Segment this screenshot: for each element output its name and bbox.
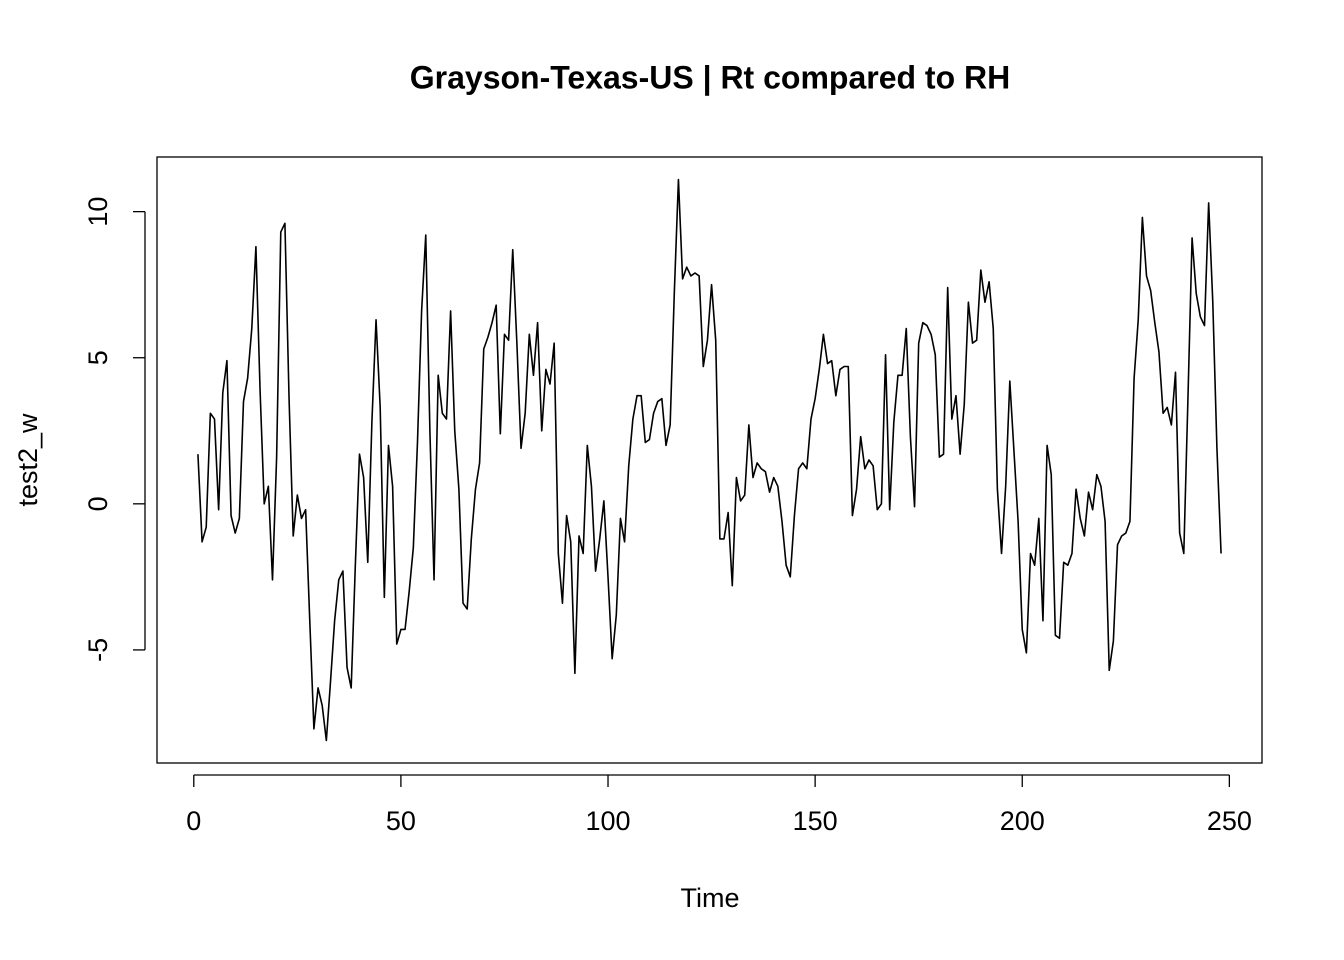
y-tick-label: -5: [83, 638, 113, 662]
y-tick-label: 5: [83, 350, 113, 365]
y-tick-label: 0: [83, 496, 113, 511]
x-tick-label: 50: [386, 806, 416, 836]
y-axis-label: test2_w: [13, 413, 43, 507]
y-tick-label: 10: [83, 197, 113, 227]
series-line: [197, 178, 1222, 742]
chart-title: Grayson-Texas-US | Rt compared to RH: [410, 59, 1010, 95]
x-tick-label: 250: [1207, 806, 1252, 836]
x-tick-label: 200: [1000, 806, 1045, 836]
plot-box: [156, 156, 1263, 764]
x-tick-label: 150: [793, 806, 838, 836]
x-tick-label: 0: [186, 806, 201, 836]
x-tick-label: 100: [585, 806, 630, 836]
x-axis-label: Time: [681, 883, 740, 913]
